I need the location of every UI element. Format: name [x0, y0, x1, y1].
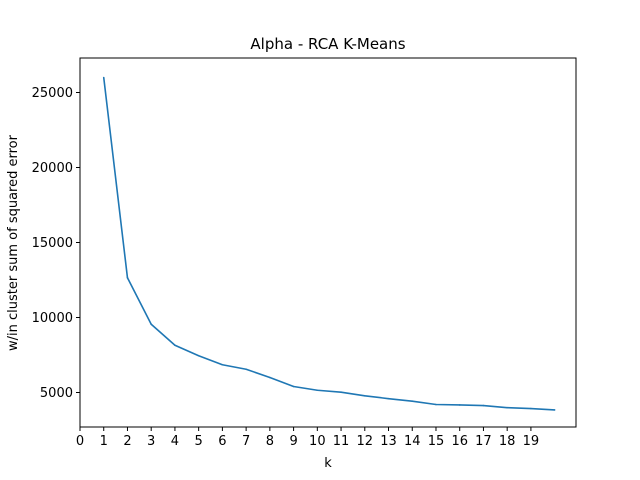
- y-tick-label: 20000: [32, 161, 73, 176]
- data-point: [435, 403, 437, 406]
- data-point: [387, 397, 390, 400]
- x-tick-label: 8: [266, 434, 274, 449]
- data-point: [221, 363, 224, 366]
- data-point: [506, 406, 508, 409]
- plot-layer: [102, 76, 556, 411]
- y-tick-label: 5000: [40, 386, 73, 401]
- x-tick-label: 11: [333, 434, 350, 449]
- x-axis: 0 1 2 3 4 5 6 7 8 9 10 11 12 13 14 15 16 17 18 19: [76, 427, 539, 449]
- x-tick-label: 13: [380, 434, 397, 449]
- x-tick-label: 10: [309, 434, 326, 449]
- x-tick-label: 12: [357, 434, 374, 449]
- x-tick-label: 9: [289, 434, 297, 449]
- data-point: [363, 395, 366, 397]
- data-point: [150, 323, 152, 326]
- data-point: [174, 344, 176, 347]
- x-tick-label: 14: [404, 434, 421, 449]
- y-tick-label: 15000: [32, 236, 73, 251]
- x-axis-title: k: [324, 456, 332, 471]
- data-point: [316, 389, 319, 392]
- data-point: [197, 354, 200, 357]
- data-point: [245, 368, 247, 371]
- y-axis: 5000 10000 15000 20000 25000: [32, 86, 80, 401]
- data-point: [340, 391, 342, 394]
- x-tick-label: 7: [242, 434, 250, 449]
- data-point: [482, 404, 485, 407]
- data-point: [292, 385, 295, 388]
- data-point: [458, 404, 461, 406]
- x-tick-label: 18: [499, 434, 516, 449]
- y-tick-label: 25000: [32, 86, 73, 101]
- x-tick-label: 0: [76, 434, 84, 449]
- plot-frame: [79, 57, 577, 428]
- series-line: [102, 77, 555, 411]
- x-tick-label: 15: [428, 434, 445, 449]
- x-tick-label: 19: [523, 434, 540, 449]
- data-point: [530, 407, 532, 410]
- x-tick-label: 6: [218, 434, 226, 449]
- data-point: [269, 376, 271, 379]
- data-point: [553, 409, 556, 411]
- chart-title: Alpha - RCA K-Means: [250, 35, 405, 53]
- y-axis-title: w/in cluster sum of squared error: [6, 134, 21, 351]
- x-tick-label: 3: [147, 434, 155, 449]
- data-point: [126, 276, 129, 279]
- data-point: [102, 76, 105, 79]
- x-tick-label: 17: [475, 434, 492, 449]
- data-point: [411, 400, 414, 403]
- x-tick-label: 2: [123, 434, 131, 449]
- x-tick-label: 16: [451, 434, 468, 449]
- x-tick-label: 1: [100, 434, 108, 449]
- x-tick-label: 4: [171, 434, 179, 449]
- x-tick-label: 5: [195, 434, 203, 449]
- y-tick-label: 10000: [32, 311, 73, 326]
